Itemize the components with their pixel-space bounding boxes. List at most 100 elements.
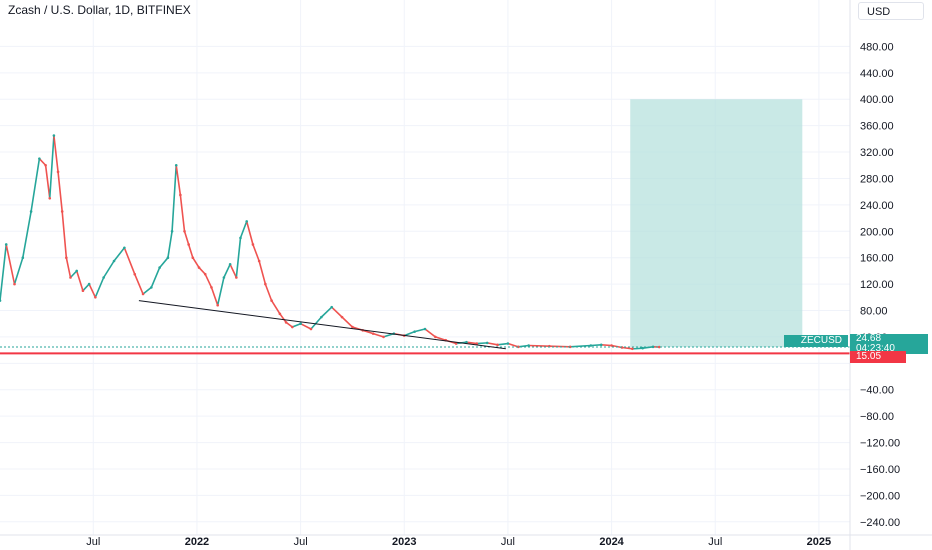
price-segment — [142, 286, 153, 295]
price-segment — [641, 346, 654, 349]
price-segment — [258, 260, 267, 285]
time-tick-label: 2022 — [185, 536, 209, 548]
price-point — [239, 236, 242, 240]
price-point — [251, 243, 255, 246]
price-segment — [150, 266, 161, 289]
price-point — [599, 343, 603, 347]
price-tick-label: 120.00 — [860, 279, 894, 291]
price-segment — [198, 266, 207, 275]
price-segment — [631, 347, 644, 350]
price-point — [38, 157, 41, 160]
price-segment — [94, 276, 105, 299]
price-point — [174, 163, 178, 167]
price-point — [222, 276, 226, 279]
price-segment — [229, 263, 238, 279]
price-tick-label: 360.00 — [860, 121, 894, 133]
last-price-tag: 24.68 04:23:40 — [850, 334, 928, 354]
time-scale[interactable]: Jul 2022 Jul 2023 Jul 2024 Jul 2025 — [0, 534, 932, 548]
price-point — [29, 210, 33, 213]
price-segment — [30, 157, 41, 213]
price-tick-label: −200.00 — [860, 490, 900, 502]
price-segment — [179, 194, 186, 233]
price-segment — [38, 157, 47, 167]
price-segment — [279, 313, 287, 324]
price-tick-label: 480.00 — [860, 41, 894, 53]
price-segment — [158, 256, 169, 269]
price-point — [187, 243, 190, 246]
price-point — [413, 330, 416, 333]
price-point — [166, 256, 170, 259]
price-scale[interactable]: 480.00 440.00 400.00 360.00 320.00 280.00 240.… — [849, 0, 932, 550]
price-segment — [88, 283, 97, 299]
price-point — [454, 342, 458, 345]
price-segment — [204, 273, 213, 289]
price-point — [13, 282, 16, 286]
price-point — [270, 299, 273, 302]
price-point — [75, 269, 79, 273]
time-tick-label: Jul — [86, 536, 100, 548]
price-point — [65, 256, 68, 259]
price-segment — [320, 306, 333, 318]
price-point — [278, 312, 282, 316]
trendline[interactable] — [138, 300, 506, 350]
price-point — [284, 321, 288, 324]
price-segment — [310, 316, 323, 330]
price-segment — [82, 283, 90, 292]
price-segment — [434, 336, 447, 342]
price-segment — [424, 328, 437, 338]
price-point — [44, 163, 47, 167]
time-tick-label: 2024 — [599, 536, 624, 548]
price-point — [81, 289, 85, 293]
price-point — [0, 299, 2, 302]
price-point — [216, 303, 219, 307]
price-point — [423, 327, 427, 331]
price-point — [589, 344, 593, 347]
price-series — [0, 134, 661, 351]
price-segment — [167, 230, 173, 259]
price-scale-bg — [850, 0, 932, 550]
price-point — [485, 341, 489, 345]
price-point — [133, 272, 137, 276]
price-point — [434, 335, 437, 339]
price-segment — [590, 344, 603, 347]
time-tick-label: Jul — [708, 536, 722, 548]
price-point — [340, 315, 344, 319]
grid — [0, 0, 850, 535]
price-segment — [22, 210, 32, 259]
price-segment — [330, 306, 343, 318]
price-point — [641, 346, 644, 350]
price-segment — [113, 246, 126, 262]
price-segment — [192, 256, 200, 269]
price-point — [351, 325, 354, 329]
price-point — [610, 344, 613, 347]
price-tick-label: −40.00 — [860, 385, 894, 397]
price-point — [506, 342, 510, 345]
price-segment — [527, 344, 551, 347]
price-point — [94, 296, 97, 299]
time-tick-label: 2025 — [807, 536, 831, 548]
price-segment — [413, 328, 426, 333]
price-tick-label: 400.00 — [860, 94, 894, 106]
currency-selector[interactable]: USD — [858, 2, 924, 20]
price-point — [191, 256, 195, 259]
price-segment — [239, 220, 248, 239]
price-point — [102, 276, 105, 279]
price-segment — [372, 332, 385, 338]
horizontal-level-line[interactable] — [0, 346, 850, 355]
price-tick-label: −160.00 — [860, 464, 900, 476]
price-point — [210, 286, 213, 289]
price-point — [371, 332, 375, 335]
price-segment — [507, 342, 520, 348]
price-point — [60, 210, 64, 213]
target-zone — [630, 99, 803, 348]
price-tick-label: 280.00 — [860, 173, 894, 185]
price-point — [21, 256, 25, 259]
last-price-value: 24.68 — [856, 333, 882, 344]
price-segment — [5, 243, 16, 285]
price-tick-label: 80.00 — [860, 306, 888, 318]
price-tick-label: 160.00 — [860, 253, 894, 265]
price-point — [309, 327, 313, 331]
price-point — [382, 335, 385, 339]
price-point — [631, 347, 634, 351]
